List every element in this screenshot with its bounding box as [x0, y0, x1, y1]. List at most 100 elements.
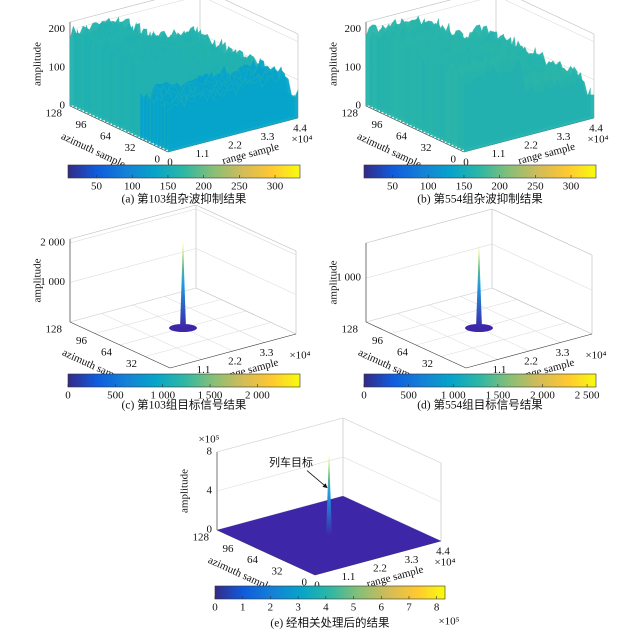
colorbar-tick-label: 100: [124, 181, 141, 193]
y-tick-label: 0: [155, 154, 161, 166]
z-exponent: ×10⁵: [198, 434, 219, 446]
panel: 010020001.12.23.34.40326496128amplitudea…: [328, 0, 609, 206]
z-tick-label: 1 000: [336, 272, 361, 284]
colorbar-tick-label: 1 000: [150, 390, 175, 402]
x-tick-label: 1.1: [342, 571, 356, 583]
annotation: 列车目标: [269, 455, 313, 469]
z-tick-label: 4: [207, 485, 213, 497]
colorbar-tick-label: 6: [379, 602, 385, 614]
y-tick-label: 96: [76, 335, 88, 347]
panel: 010020001.12.23.34.40326496128amplitudea…: [32, 0, 313, 206]
colorbar-tick-label: 2 500: [575, 390, 600, 402]
x-tick-label: 1.1: [493, 364, 507, 376]
surface-strip: [167, 72, 299, 153]
z-axis-label: amplitude: [328, 42, 340, 86]
y-tick-label: 96: [76, 119, 88, 131]
y-tick-label: 96: [372, 119, 384, 131]
z-tick-label: 8: [207, 446, 213, 458]
grid-line: [440, 322, 568, 357]
y-tick-label: 32: [422, 358, 433, 370]
x-tick-label: 2.2: [524, 140, 538, 152]
surface-peak: [180, 240, 186, 328]
x-tick-label: 3.3: [557, 131, 571, 143]
colorbar-tick-label: 300: [563, 181, 580, 193]
y-tick-label: 32: [126, 358, 137, 370]
x-tick-label: 0: [463, 157, 469, 169]
y-tick-label: 64: [397, 347, 409, 359]
z-tick-label: 2 000: [40, 236, 65, 248]
y-tick-label: 64: [396, 131, 408, 143]
z-axis-label: amplitude: [32, 258, 44, 302]
caption: (b) 第554组杂波抑制结果: [417, 192, 543, 206]
z-axis-label: amplitude: [179, 469, 191, 513]
box-edge: [491, 208, 593, 256]
x-exponent: ×10⁴: [289, 350, 310, 362]
x-axis: [465, 333, 593, 369]
z-tick-label: 200: [345, 23, 362, 35]
z-tick-label: 100: [49, 61, 66, 73]
colorbar-tick-label: 250: [231, 181, 248, 193]
z-tick-label: 0: [356, 100, 362, 112]
x-exponent: ×10⁴: [585, 350, 606, 362]
grid-line: [216, 456, 442, 503]
grid-line: [69, 0, 299, 42]
colorbar-exponent: ×10⁵: [438, 616, 459, 628]
annotation-arrow: [306, 470, 328, 489]
box-edge: [365, 0, 452, 23]
y-tick-label: 128: [46, 108, 63, 120]
x-tick-label: 3.3: [556, 347, 570, 359]
x-tick-label: 2.2: [228, 356, 242, 368]
box-edge: [224, 0, 299, 35]
box-edge: [365, 208, 493, 244]
y-tick-label: 128: [193, 532, 210, 544]
colorbar-tick-label: 300: [267, 181, 284, 193]
y-tick-label: 32: [272, 565, 283, 577]
y-tick-label: 96: [372, 335, 384, 347]
caption: (d) 第554组目标信号结果: [417, 398, 543, 412]
x-exponent: ×10⁴: [291, 134, 312, 146]
x-tick-label: 1.1: [197, 364, 211, 376]
colorbar: [67, 164, 301, 179]
colorbar-tick-label: 150: [160, 181, 177, 193]
colorbar: [363, 373, 597, 388]
x-tick-label: 2.2: [524, 356, 538, 368]
colorbar-tick-label: 4: [323, 602, 329, 614]
grid-line: [365, 0, 595, 42]
z-tick-label: 0: [60, 100, 66, 112]
colorbar-tick-label: 250: [527, 181, 544, 193]
z-tick-label: 0: [207, 524, 213, 536]
colorbar: [67, 373, 301, 388]
x-tick-label: 4.4: [589, 123, 603, 135]
x-tick-label: 4.4: [293, 123, 307, 135]
panel: 04801.12.23.34.40326496128列车目标amplitude×…: [179, 417, 460, 630]
colorbar-tick-label: 100: [420, 181, 437, 193]
box-edge: [69, 204, 197, 240]
colorbar-tick-label: 500: [107, 390, 124, 402]
colorbar-tick-label: 5: [351, 602, 357, 614]
colorbar-tick-label: 150: [456, 181, 473, 193]
y-tick-label: 96: [223, 543, 235, 555]
caption: (e) 经相关处理后的结果: [270, 616, 390, 630]
x-tick-label: 0: [314, 580, 320, 592]
grid-line: [69, 248, 297, 295]
y-tick-label: 0: [451, 154, 457, 166]
colorbar: [214, 585, 446, 600]
grid-line: [94, 299, 222, 334]
colorbar-tick-label: 7: [406, 602, 412, 614]
panel: 1 0001.12.23.3326496128amplitudeazimuth …: [328, 208, 607, 412]
z-tick-label: 1 000: [40, 276, 65, 288]
y-tick-label: 128: [46, 324, 63, 336]
colorbar-tick-label: 1 500: [485, 390, 510, 402]
colorbar-tick-label: 0: [212, 602, 218, 614]
z-tick-label: 100: [345, 61, 362, 73]
surface-strip: [463, 58, 595, 153]
x-tick-label: 3.3: [261, 131, 275, 143]
y-tick-label: 64: [101, 347, 113, 359]
caption: (a) 第103组杂波抑制结果: [122, 192, 247, 206]
z-tick-label: 200: [49, 23, 66, 35]
colorbar-tick-label: 0: [65, 390, 71, 402]
colorbar-tick-label: 50: [91, 181, 103, 193]
y-axis: [365, 321, 467, 369]
